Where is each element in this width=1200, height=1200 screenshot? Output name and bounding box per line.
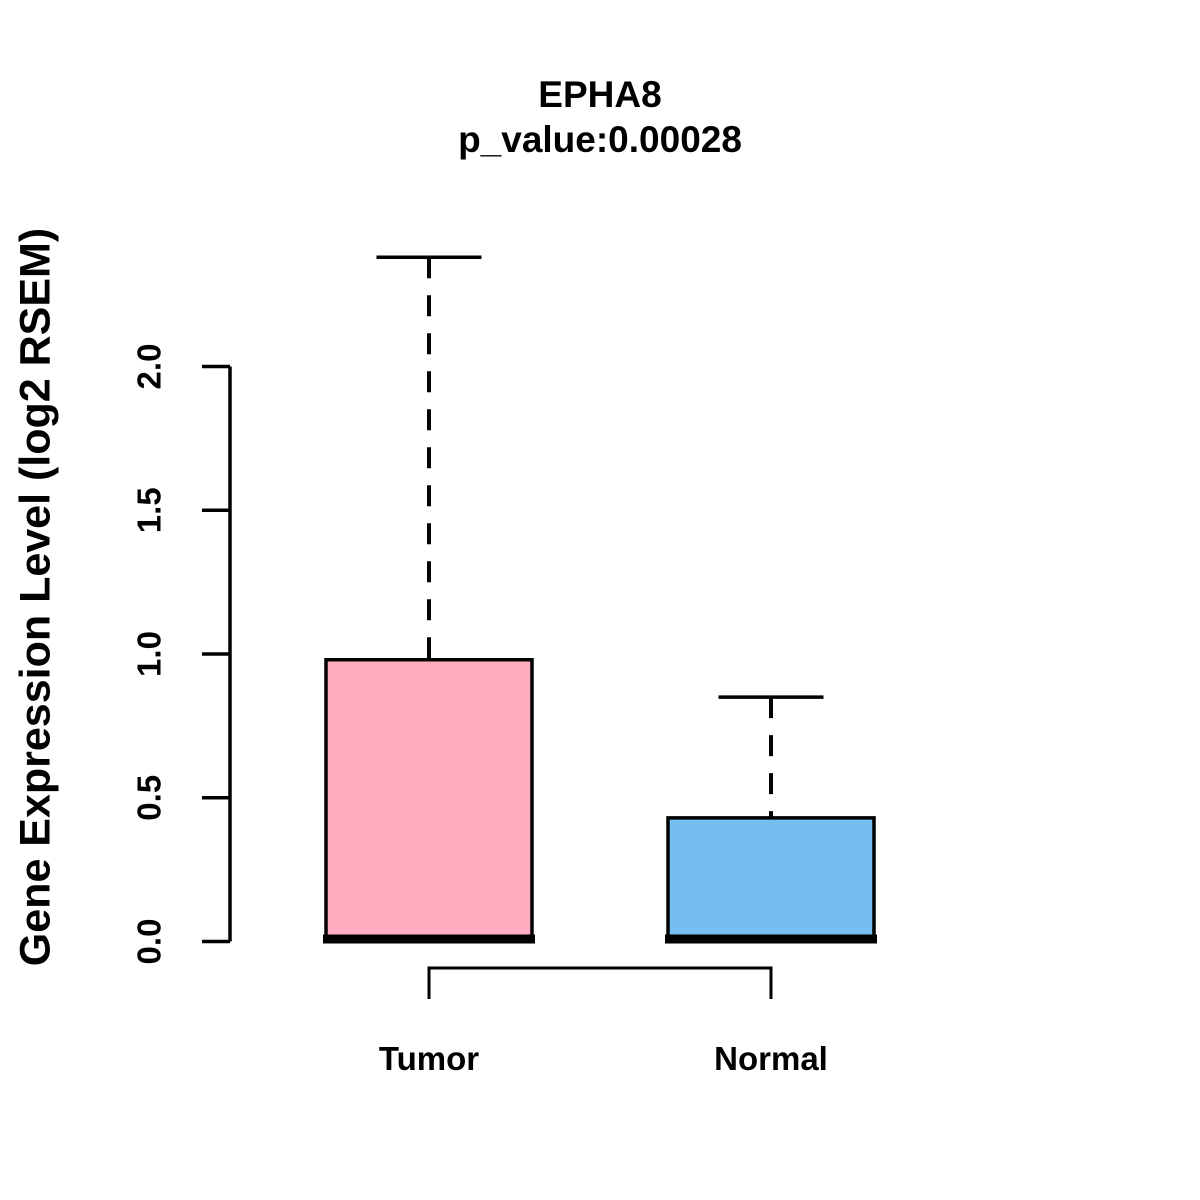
y-axis-tick-label: 2.0	[131, 344, 168, 390]
box-normal	[666, 816, 876, 944]
y-axis-tick-label: 0.5	[131, 775, 168, 821]
x-axis-line	[427, 966, 773, 999]
y-axis-tick-label: 0.0	[131, 919, 168, 965]
chart-title: EPHA8	[538, 74, 662, 115]
x-axis-label-normal: Normal	[714, 1040, 828, 1077]
x-axis-label-tumor: Tumor	[379, 1040, 479, 1077]
y-axis-tick-label: 1.5	[131, 487, 168, 533]
box-tumor	[324, 658, 534, 944]
chart-subtitle-pvalue: p_value:0.00028	[458, 119, 742, 160]
y-axis-tick-label: 1.0	[131, 631, 168, 677]
